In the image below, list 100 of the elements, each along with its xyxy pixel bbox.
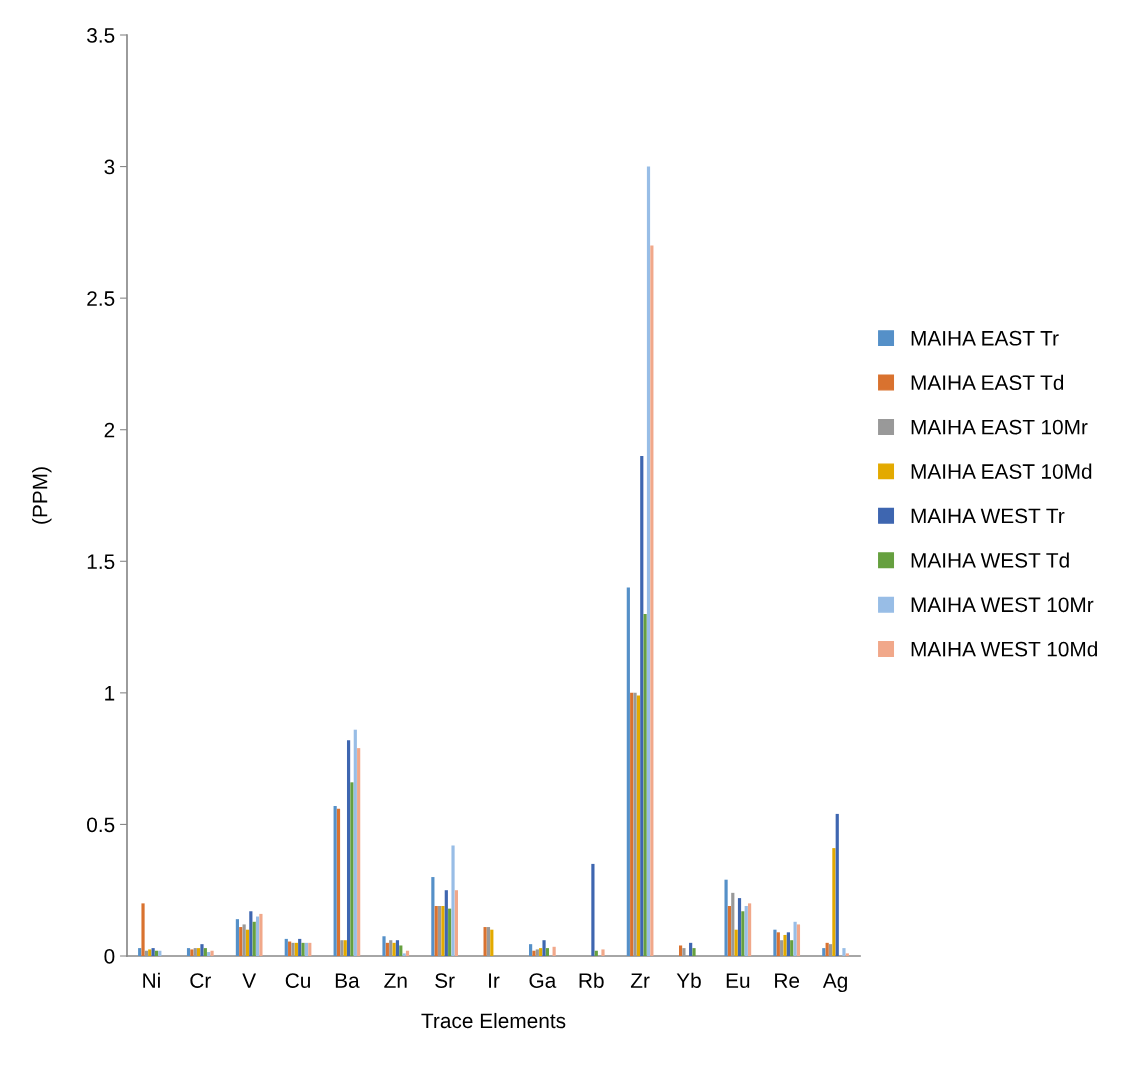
bar	[382, 936, 386, 956]
x-tick-label: Ir	[489, 973, 500, 988]
y-axis-title: (PPM)	[32, 467, 52, 524]
bar	[724, 879, 728, 956]
bar	[832, 848, 836, 956]
x-tick-label: Re	[775, 973, 800, 988]
bar	[539, 948, 543, 956]
bar	[434, 906, 438, 956]
x-tick-label: Ba	[335, 973, 360, 988]
bar	[486, 927, 491, 956]
bar	[734, 929, 738, 956]
bar	[741, 911, 745, 956]
bar	[640, 456, 644, 956]
bar	[737, 898, 742, 956]
x-tick-label: Sr	[435, 973, 455, 988]
bar	[431, 877, 435, 956]
bar	[643, 613, 647, 956]
bar	[385, 942, 389, 956]
legend-label: MAIHA WEST Tr	[911, 508, 1065, 524]
bar	[255, 916, 260, 956]
bar	[454, 890, 458, 956]
bar	[483, 927, 487, 956]
x-tick-label: Yb	[676, 972, 701, 988]
bar	[138, 948, 142, 956]
legend-label: MAIHA EAST Tr	[911, 330, 1059, 346]
x-tick-label: Ni	[143, 972, 160, 988]
bar	[448, 908, 452, 956]
bar	[601, 949, 605, 956]
bar	[552, 946, 556, 956]
y-tick-label: 1	[105, 686, 115, 701]
bar	[402, 953, 406, 956]
legend-label: MAIHA WEST 10Md	[911, 641, 1097, 657]
bar	[141, 903, 145, 956]
bar	[249, 911, 253, 956]
bar	[744, 906, 748, 956]
bar	[780, 940, 784, 956]
x-axis-title: Trace Elements	[421, 1012, 566, 1029]
legend-label: MAIHA EAST 10Md	[911, 463, 1092, 479]
y-tick-label: 3	[104, 159, 115, 175]
bar	[796, 924, 801, 956]
x-tick-label: Cr	[190, 973, 211, 988]
legend-label: MAIHA WEST Td	[911, 552, 1069, 568]
x-tick-label: Zn	[384, 973, 407, 988]
bar	[591, 863, 595, 956]
bar	[235, 919, 239, 956]
bar	[252, 921, 256, 956]
bar	[444, 890, 448, 956]
x-tick-label: Ag	[822, 973, 847, 993]
bar	[835, 813, 839, 956]
bar	[186, 948, 191, 956]
y-tick-label: 1.5	[87, 554, 115, 570]
y-tick-label: 0	[104, 949, 115, 964]
bar	[822, 948, 826, 956]
bar	[678, 945, 683, 956]
bar	[308, 942, 312, 956]
bar	[542, 940, 546, 956]
bar	[650, 245, 654, 956]
bar	[200, 944, 204, 956]
legend-label: MAIHA EAST Td	[911, 374, 1064, 391]
x-tick-label: Rb	[579, 972, 604, 988]
bar	[682, 948, 686, 956]
bar	[399, 945, 403, 956]
x-tick-label: V	[242, 973, 257, 988]
bar	[259, 913, 263, 956]
y-tick-label: 2	[104, 422, 115, 438]
bar	[490, 929, 494, 956]
bar	[284, 938, 288, 956]
x-tick-label: Cu	[285, 973, 310, 988]
bar	[357, 748, 361, 956]
bar	[304, 942, 309, 956]
bar	[346, 740, 351, 956]
bar	[828, 944, 833, 956]
x-tick-label: Zr	[630, 973, 650, 988]
y-tick-label: 2.5	[87, 291, 115, 306]
y-tick-label: 0.5	[87, 817, 115, 833]
bar	[825, 942, 829, 956]
bar	[245, 929, 250, 956]
legend-label: MAIHA EAST 10Mr	[911, 419, 1088, 435]
bar	[350, 782, 354, 956]
bar	[748, 903, 752, 956]
bar	[545, 948, 549, 956]
x-tick-label: Eu	[726, 973, 750, 988]
bar	[529, 944, 533, 956]
bar	[336, 808, 341, 956]
bar	[727, 906, 732, 956]
bar	[353, 729, 357, 956]
bar	[451, 845, 455, 956]
bar	[203, 948, 207, 956]
bar	[790, 940, 794, 956]
bar	[646, 166, 651, 956]
bar	[793, 921, 797, 956]
bar	[333, 806, 337, 956]
bar	[845, 953, 849, 956]
bar	[842, 948, 846, 956]
y-tick-label: 3.5	[87, 28, 115, 43]
bar	[197, 948, 201, 956]
bar	[731, 892, 735, 956]
bar	[395, 940, 400, 956]
bar	[298, 938, 302, 956]
bar	[636, 695, 641, 956]
